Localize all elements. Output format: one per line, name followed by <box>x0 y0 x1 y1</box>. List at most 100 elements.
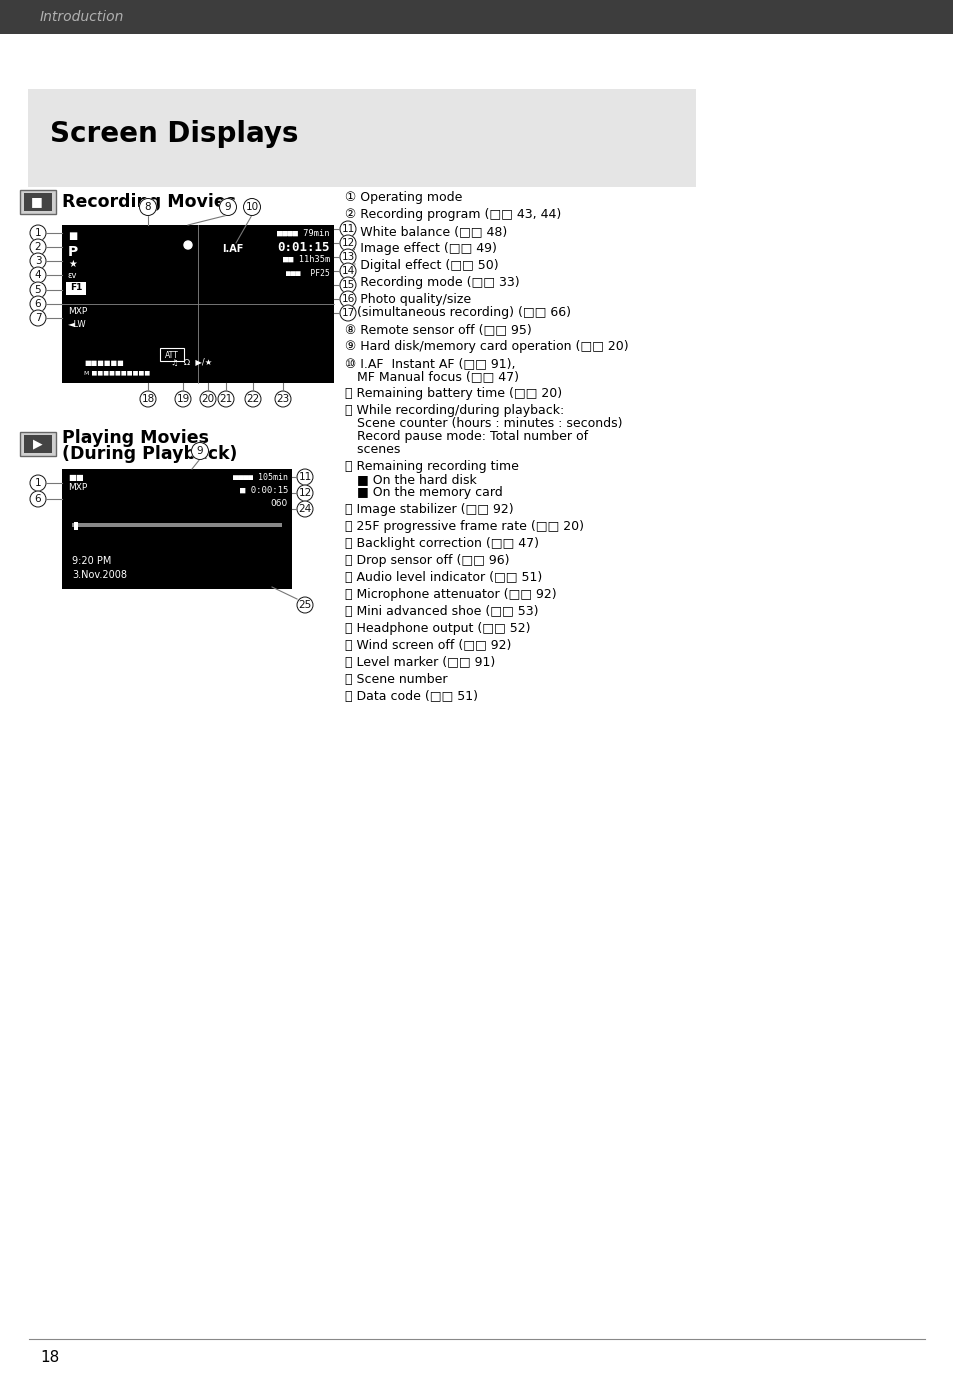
Text: MF Manual focus (□□ 47): MF Manual focus (□□ 47) <box>345 370 518 383</box>
Text: ■ On the memory card: ■ On the memory card <box>345 485 502 499</box>
Bar <box>62 469 292 589</box>
Text: ② Recording program (□□ 43, 44): ② Recording program (□□ 43, 44) <box>345 208 560 221</box>
Circle shape <box>30 296 46 312</box>
Bar <box>24 193 52 211</box>
Text: ⑦ Photo quality/size: ⑦ Photo quality/size <box>345 292 471 306</box>
Circle shape <box>219 199 236 215</box>
Text: ◄LW: ◄LW <box>68 320 87 330</box>
Circle shape <box>339 234 355 251</box>
Circle shape <box>174 392 191 407</box>
Text: ⑪ Remaining battery time (□□ 20): ⑪ Remaining battery time (□□ 20) <box>345 387 561 400</box>
Text: ⑳ Mini advanced shoe (□□ 53): ⑳ Mini advanced shoe (□□ 53) <box>345 605 537 618</box>
Text: ⑸ Data code (□□ 51): ⑸ Data code (□□ 51) <box>345 690 477 703</box>
Text: M ■■■■■■■■■■: M ■■■■■■■■■■ <box>84 371 150 375</box>
Text: ■■■  PF25: ■■■ PF25 <box>286 269 330 279</box>
Text: ■: ■ <box>31 196 43 208</box>
Bar <box>62 225 334 383</box>
Text: 3: 3 <box>34 256 41 266</box>
Text: ⑮ 25F progressive frame rate (□□ 20): ⑮ 25F progressive frame rate (□□ 20) <box>345 520 583 534</box>
Text: ⑲ Microphone attenuator (□□ 92): ⑲ Microphone attenuator (□□ 92) <box>345 587 556 601</box>
Text: 16: 16 <box>341 294 355 303</box>
Text: ★: ★ <box>68 259 76 269</box>
Circle shape <box>30 252 46 269</box>
Text: 11: 11 <box>298 472 312 483</box>
Text: ⑴ Headphone output (□□ 52): ⑴ Headphone output (□□ 52) <box>345 622 530 634</box>
Circle shape <box>218 392 233 407</box>
Text: 24: 24 <box>298 503 312 514</box>
Text: 19: 19 <box>176 394 190 404</box>
Circle shape <box>200 392 215 407</box>
Text: 21: 21 <box>219 394 233 404</box>
Circle shape <box>274 392 291 407</box>
Circle shape <box>245 392 261 407</box>
Text: 12: 12 <box>341 239 355 248</box>
Text: ■■■■ 105min: ■■■■ 105min <box>233 473 288 483</box>
Circle shape <box>339 277 355 292</box>
Text: Recording Movies: Recording Movies <box>62 193 236 211</box>
Text: ■■■■■■: ■■■■■■ <box>84 360 124 365</box>
Circle shape <box>30 281 46 298</box>
Circle shape <box>296 469 313 485</box>
Text: ⑫ While recording/during playback:: ⑫ While recording/during playback: <box>345 404 563 416</box>
Circle shape <box>339 305 355 321</box>
Text: 7: 7 <box>34 313 41 323</box>
Text: 18: 18 <box>141 394 154 404</box>
Text: 13: 13 <box>341 252 355 262</box>
Text: 1: 1 <box>34 479 41 488</box>
Text: 9:20 PM: 9:20 PM <box>71 556 112 565</box>
Text: ⑷ Scene number: ⑷ Scene number <box>345 673 447 685</box>
Circle shape <box>192 443 209 459</box>
Text: ■ On the hard disk: ■ On the hard disk <box>345 473 476 485</box>
Text: 14: 14 <box>341 266 355 276</box>
Circle shape <box>139 199 156 215</box>
Text: I.AF: I.AF <box>222 244 243 254</box>
Text: ▶: ▶ <box>33 437 43 451</box>
Text: ⑤ Digital effect (□□ 50): ⑤ Digital effect (□□ 50) <box>345 259 498 272</box>
Text: 22: 22 <box>246 394 259 404</box>
Text: ⑭ Image stabilizer (□□ 92): ⑭ Image stabilizer (□□ 92) <box>345 503 513 516</box>
Text: ① Operating mode: ① Operating mode <box>345 192 462 204</box>
Text: 17: 17 <box>341 308 355 319</box>
Text: ④ Image effect (□□ 49): ④ Image effect (□□ 49) <box>345 241 497 255</box>
Bar <box>28 90 696 188</box>
Circle shape <box>243 199 260 215</box>
Text: 2: 2 <box>34 241 41 252</box>
Text: 3.Nov.2008: 3.Nov.2008 <box>71 570 127 581</box>
Text: 15: 15 <box>341 280 355 290</box>
Text: MXP: MXP <box>68 483 87 492</box>
Circle shape <box>339 221 355 237</box>
Circle shape <box>339 263 355 279</box>
Text: 0:01:15: 0:01:15 <box>277 241 330 254</box>
Text: ⑰ Drop sensor off (□□ 96): ⑰ Drop sensor off (□□ 96) <box>345 554 509 567</box>
Circle shape <box>296 501 313 517</box>
Text: ⑨ Hard disk/memory card operation (□□ 20): ⑨ Hard disk/memory card operation (□□ 20… <box>345 341 628 353</box>
Text: ③ White balance (□□ 48): ③ White balance (□□ 48) <box>345 225 507 239</box>
Circle shape <box>30 310 46 325</box>
Text: scenes: scenes <box>345 443 400 456</box>
Text: ATT: ATT <box>165 350 178 360</box>
Text: 9: 9 <box>225 201 231 212</box>
Text: ■ 0:00:15: ■ 0:00:15 <box>239 485 288 495</box>
Text: (During Playback): (During Playback) <box>62 445 237 463</box>
Circle shape <box>30 268 46 283</box>
Circle shape <box>30 491 46 507</box>
Bar <box>20 432 56 456</box>
Text: F1: F1 <box>70 284 82 292</box>
Text: 12: 12 <box>298 488 312 498</box>
Text: ⑩ I.AF  Instant AF (□□ 91),: ⑩ I.AF Instant AF (□□ 91), <box>345 357 515 370</box>
Circle shape <box>30 474 46 491</box>
Text: 5: 5 <box>34 285 41 295</box>
Text: 23: 23 <box>276 394 290 404</box>
Text: 11: 11 <box>341 223 355 234</box>
Text: 060: 060 <box>271 499 288 507</box>
Text: ⑶ Level marker (□□ 91): ⑶ Level marker (□□ 91) <box>345 656 495 669</box>
Circle shape <box>140 392 156 407</box>
Bar <box>74 523 78 530</box>
Circle shape <box>339 291 355 308</box>
Text: εv: εv <box>68 272 77 280</box>
Circle shape <box>339 250 355 265</box>
Text: ⑵ Wind screen off (□□ 92): ⑵ Wind screen off (□□ 92) <box>345 638 511 652</box>
Text: ⑬ Remaining recording time: ⑬ Remaining recording time <box>345 461 518 473</box>
Text: 20: 20 <box>201 394 214 404</box>
Circle shape <box>184 241 192 250</box>
